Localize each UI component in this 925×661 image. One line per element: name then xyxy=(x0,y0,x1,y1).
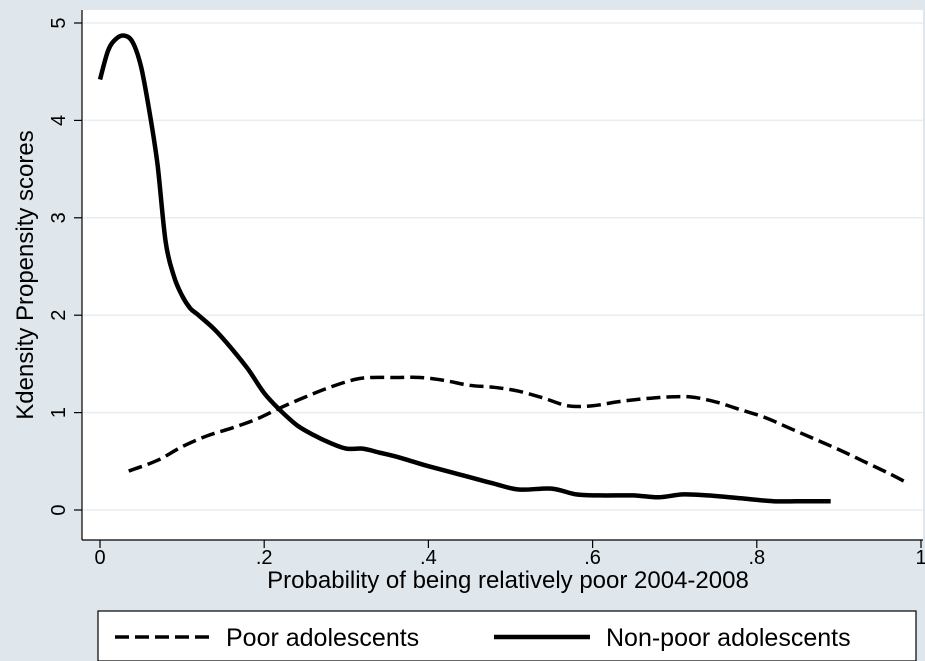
x-tick-label: 0 xyxy=(94,547,105,569)
y-tick-label: 3 xyxy=(48,212,70,223)
y-tick-label: 5 xyxy=(48,17,70,28)
axis-ticks: 0 1 2 3 4 5 0 .2 .4 .6 .8 1 xyxy=(48,17,925,569)
y-tick-label: 2 xyxy=(48,310,70,321)
x-tick-label: .6 xyxy=(584,547,601,569)
series-line-nonpoor xyxy=(97,33,831,504)
legend-label-poor: Poor adolescents xyxy=(226,624,419,652)
x-axis-label: Probability of being relatively poor 200… xyxy=(267,567,749,594)
y-tick-label: 1 xyxy=(48,407,70,418)
y-tick-label: 0 xyxy=(48,504,70,515)
x-tick-label: .8 xyxy=(748,547,765,569)
y-axis-label: Kdensity Propensity scores xyxy=(12,130,39,419)
series-lines xyxy=(97,33,910,504)
grid-lines xyxy=(83,22,923,511)
legend-label-nonpoor: Non-poor adolescents xyxy=(606,624,851,652)
x-tick-label: 1 xyxy=(915,547,925,569)
x-tick-label: .2 xyxy=(256,547,273,569)
legend: Poor adolescents Non-poor adolescents xyxy=(97,610,917,661)
y-tick-label: 4 xyxy=(48,115,70,126)
plot-area xyxy=(82,10,923,540)
series-line-poor xyxy=(128,375,910,486)
x-tick-label: .4 xyxy=(420,547,437,569)
